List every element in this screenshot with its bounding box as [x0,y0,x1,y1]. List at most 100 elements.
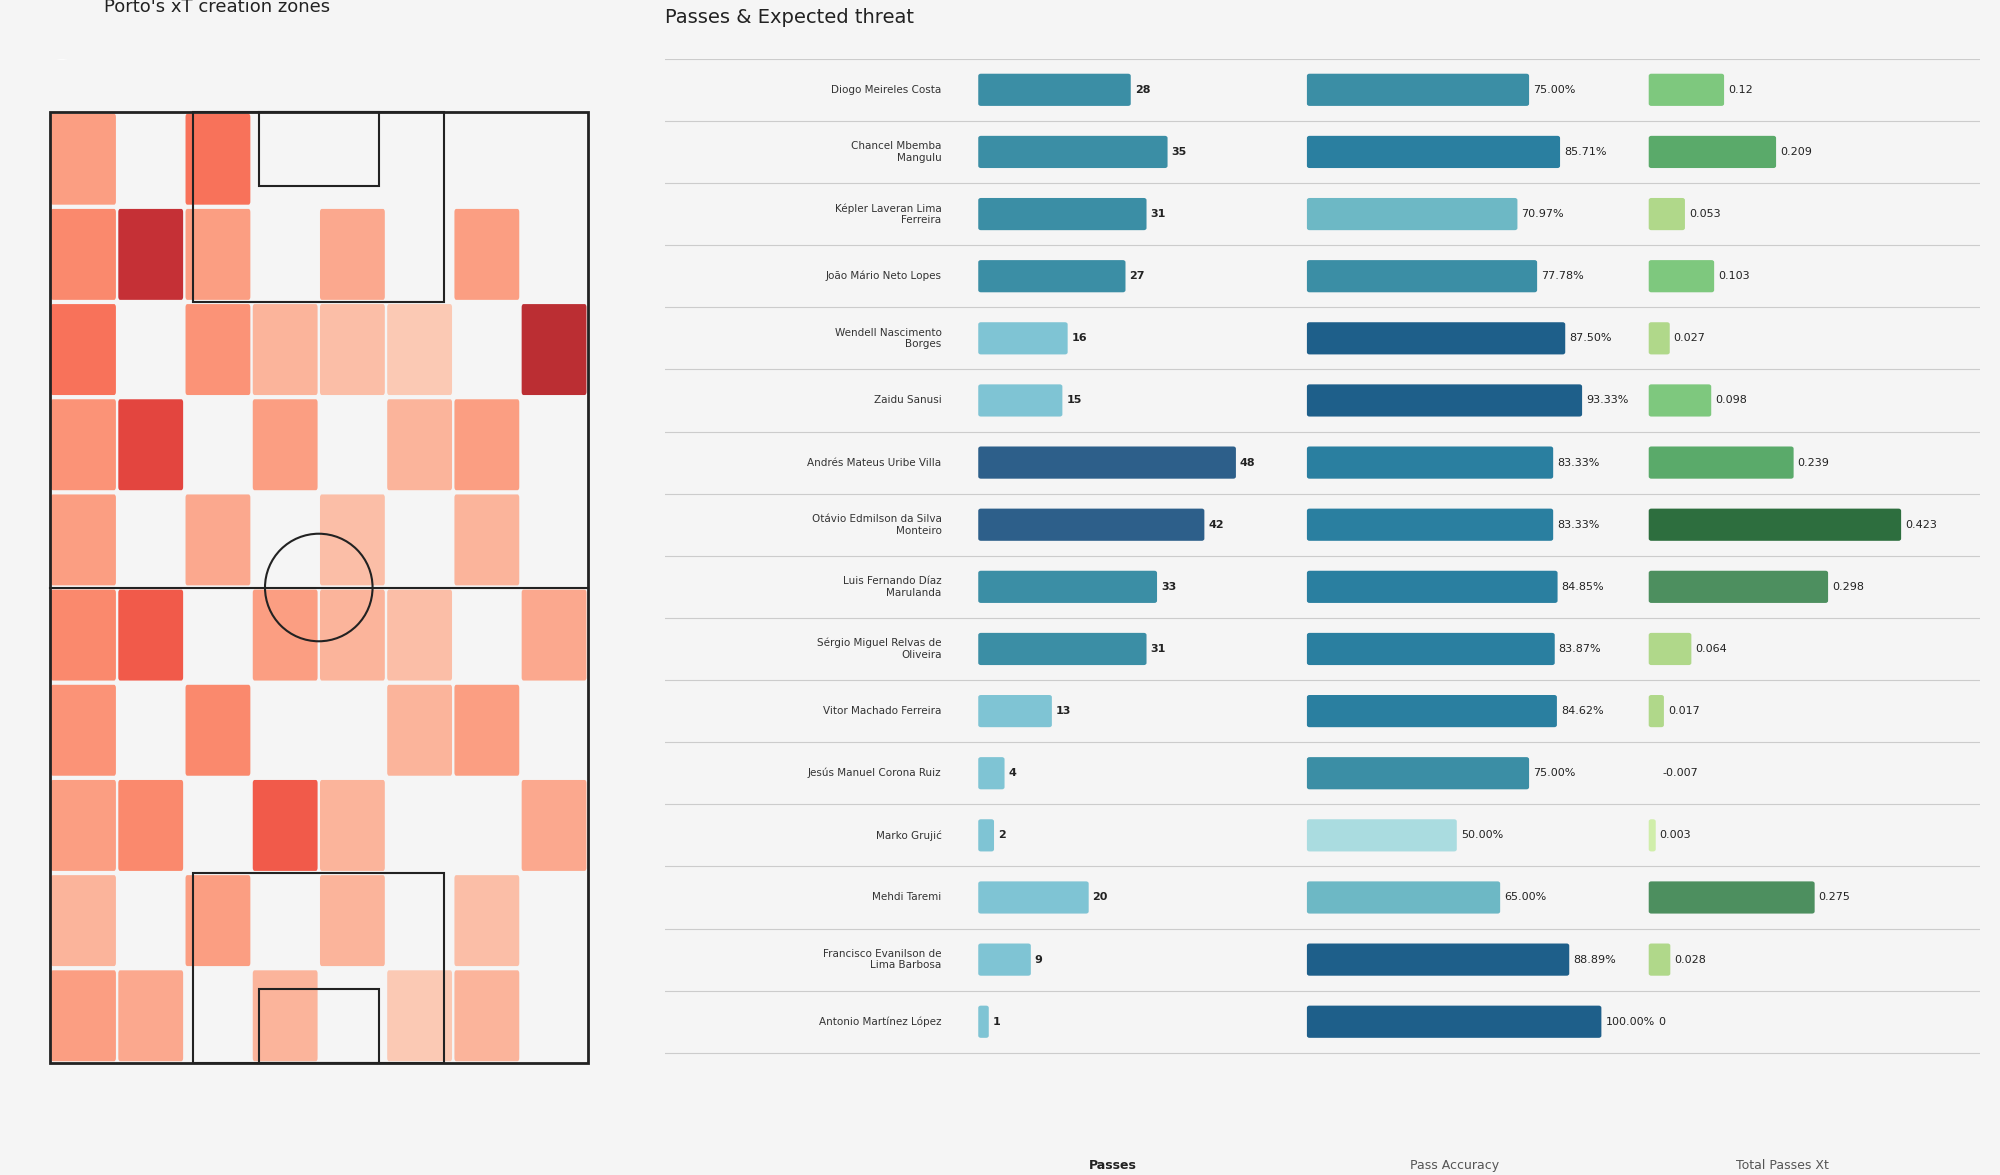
FancyBboxPatch shape [978,260,1126,293]
FancyBboxPatch shape [522,780,586,871]
FancyBboxPatch shape [388,304,452,395]
FancyBboxPatch shape [1306,757,1530,790]
FancyBboxPatch shape [1306,509,1554,540]
FancyBboxPatch shape [118,400,184,490]
Text: 9: 9 [1034,954,1042,965]
Text: 48: 48 [1240,457,1256,468]
Text: 0: 0 [1658,1016,1664,1027]
FancyBboxPatch shape [978,819,994,852]
FancyBboxPatch shape [252,590,318,680]
Text: 83.33%: 83.33% [1558,519,1600,530]
FancyBboxPatch shape [978,509,1204,540]
FancyBboxPatch shape [1306,74,1530,106]
FancyBboxPatch shape [978,694,1052,727]
Text: 0.423: 0.423 [1906,519,1936,530]
FancyBboxPatch shape [1648,571,1828,603]
FancyBboxPatch shape [454,495,520,585]
FancyBboxPatch shape [52,875,116,966]
Text: 0.12: 0.12 [1728,85,1752,95]
FancyBboxPatch shape [978,197,1146,230]
Text: 75.00%: 75.00% [1534,768,1576,778]
FancyBboxPatch shape [978,1006,988,1038]
Text: 70.97%: 70.97% [1522,209,1564,219]
Text: 100.00%: 100.00% [1606,1016,1654,1027]
FancyBboxPatch shape [1306,384,1582,417]
Text: Passes & Expected threat: Passes & Expected threat [666,8,914,27]
Text: Mehdi Taremi: Mehdi Taremi [872,893,942,902]
Text: 31: 31 [1150,644,1166,654]
FancyBboxPatch shape [522,304,586,395]
FancyBboxPatch shape [1306,633,1554,665]
FancyBboxPatch shape [1306,260,1538,293]
FancyBboxPatch shape [978,944,1030,975]
FancyBboxPatch shape [186,685,250,776]
Text: 75.00%: 75.00% [1534,85,1576,95]
FancyBboxPatch shape [454,875,520,966]
FancyBboxPatch shape [1306,197,1518,230]
FancyBboxPatch shape [252,304,318,395]
FancyBboxPatch shape [52,780,116,871]
FancyBboxPatch shape [1648,384,1712,417]
Text: Chancel Mbemba
Mangulu: Chancel Mbemba Mangulu [852,141,942,163]
FancyBboxPatch shape [1306,819,1456,852]
Text: 2: 2 [998,831,1006,840]
Text: 16: 16 [1072,334,1088,343]
FancyBboxPatch shape [186,495,250,585]
FancyBboxPatch shape [1306,944,1570,975]
Text: Luis Fernando Díaz
Marulanda: Luis Fernando Díaz Marulanda [842,576,942,598]
FancyBboxPatch shape [1306,136,1560,168]
FancyBboxPatch shape [454,400,520,490]
Text: 0.209: 0.209 [1780,147,1812,157]
FancyBboxPatch shape [118,209,184,300]
Text: 84.62%: 84.62% [1560,706,1604,716]
FancyBboxPatch shape [454,971,520,1061]
FancyBboxPatch shape [454,685,520,776]
FancyBboxPatch shape [1648,197,1684,230]
FancyBboxPatch shape [1306,571,1558,603]
FancyBboxPatch shape [186,875,250,966]
Text: Pass Accuracy: Pass Accuracy [1410,1159,1498,1171]
Text: -0.007: -0.007 [1662,768,1698,778]
FancyBboxPatch shape [454,209,520,300]
Text: 0.275: 0.275 [1818,893,1850,902]
FancyBboxPatch shape [1648,74,1724,106]
Text: 0.027: 0.027 [1674,334,1706,343]
Circle shape [28,0,94,59]
Text: 93.33%: 93.33% [1586,396,1628,405]
FancyBboxPatch shape [52,685,116,776]
Text: 15: 15 [1066,396,1082,405]
FancyBboxPatch shape [1648,446,1794,478]
Text: 83.33%: 83.33% [1558,457,1600,468]
Text: 87.50%: 87.50% [1570,334,1612,343]
FancyBboxPatch shape [1306,694,1556,727]
Text: 4: 4 [1008,768,1016,778]
FancyBboxPatch shape [320,209,384,300]
Text: 65.00%: 65.00% [1504,893,1546,902]
FancyBboxPatch shape [186,304,250,395]
FancyBboxPatch shape [388,971,452,1061]
Text: Zaidu Sanusi: Zaidu Sanusi [874,396,942,405]
FancyBboxPatch shape [1648,944,1670,975]
FancyBboxPatch shape [978,633,1146,665]
Text: Otávio Edmilson da Silva
Monteiro: Otávio Edmilson da Silva Monteiro [812,513,942,536]
Text: 0.017: 0.017 [1668,706,1700,716]
Text: Andrés Mateus Uribe Villa: Andrés Mateus Uribe Villa [808,457,942,468]
FancyBboxPatch shape [1648,260,1714,293]
Text: 0.053: 0.053 [1688,209,1720,219]
Text: Total Passes Xt: Total Passes Xt [1736,1159,1830,1171]
Text: Képler Laveran Lima
Ferreira: Képler Laveran Lima Ferreira [834,203,942,226]
Text: 0.064: 0.064 [1696,644,1728,654]
FancyBboxPatch shape [118,780,184,871]
Text: 77.78%: 77.78% [1542,271,1584,281]
Bar [260,112,378,186]
FancyBboxPatch shape [252,780,318,871]
FancyBboxPatch shape [978,384,1062,417]
Bar [194,873,444,1063]
Bar [50,112,588,1063]
Text: 84.85%: 84.85% [1562,582,1604,592]
FancyBboxPatch shape [978,881,1088,914]
FancyBboxPatch shape [52,209,116,300]
FancyBboxPatch shape [320,590,384,680]
Text: 31: 31 [1150,209,1166,219]
FancyBboxPatch shape [388,400,452,490]
